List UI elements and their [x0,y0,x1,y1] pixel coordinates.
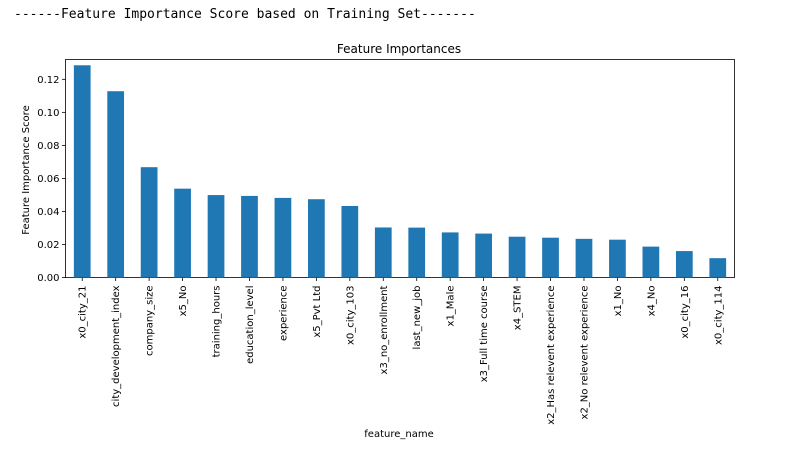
x-tick-label: x0_city_114 [713,286,724,345]
x-tick-label: x1_No [613,286,624,317]
x-tick-label: x5_No [178,286,189,317]
y-tick-label: 0.08 [37,141,59,152]
x-tick-label: x4_STEM [513,286,524,331]
bar-city-development-index [107,91,125,278]
y-tick-label: 0.10 [37,108,59,119]
bar-x0-city-16 [675,251,693,278]
bar-company-size [140,167,158,278]
bar-x5-pvt-ltd [308,199,325,278]
x-tick-label: company_size [145,286,156,356]
x-tick-label: x0_city_21 [78,286,89,339]
x-tick-label: x1_Male [446,286,457,327]
x-tick-label: x0_city_103 [345,286,356,345]
bar-x0-city-21 [73,65,91,278]
y-tick-label: 0.06 [37,174,59,185]
y-tick-label: 0.12 [37,75,59,86]
bar-training-hours [207,195,225,278]
x-tick-label: x3_no_enrollment [379,285,390,374]
x-tick-label: x3_Full time course [479,286,490,383]
x-tick-label: x2_No relevent experience [579,286,590,420]
bar-x4-stem [508,236,526,278]
x-tick-label: city_development_index [111,285,122,407]
x-tick-label: x2_Has relevent experience [546,286,557,425]
plot-area-frame [65,59,735,278]
bar-x2-no-relevent-experience [575,238,593,278]
y-tick-label: 0.00 [37,273,59,284]
x-tick-label: experience [278,286,289,341]
bar-x1-male [441,232,459,278]
y-tick-label: 0.04 [37,207,59,218]
x-tick-label: training_hours [212,286,223,358]
y-tick-label: 0.02 [37,240,59,251]
chart-title: Feature Importances [337,42,461,56]
bar-x0-city-103 [341,205,359,278]
bar-x0-city-114 [709,258,727,278]
bar-last-new-job [408,227,426,278]
bar-experience [274,197,292,278]
x-tick-label: x5_Pvt Ltd [312,286,323,338]
bar-x1-no [609,239,626,278]
bar-x3-full-time-course [475,233,492,278]
bar-education-level [241,195,258,278]
x-tick-label: x4_No [646,286,657,317]
x-axis-title: feature_name [364,429,433,440]
x-tick-label: education_level [245,286,256,364]
bar-x2-has-relevent-experience [542,237,559,278]
x-tick-label: x0_city_16 [680,286,691,339]
x-tick-label: last_new_job [412,286,423,350]
bar-x5-no [174,188,191,278]
console-output-line: ------Feature Importance Score based on … [14,7,476,22]
y-axis-title: Feature Importance Score [21,105,32,234]
bar-x4-no [642,246,660,278]
bar-x3-no-enrollment [374,227,392,278]
